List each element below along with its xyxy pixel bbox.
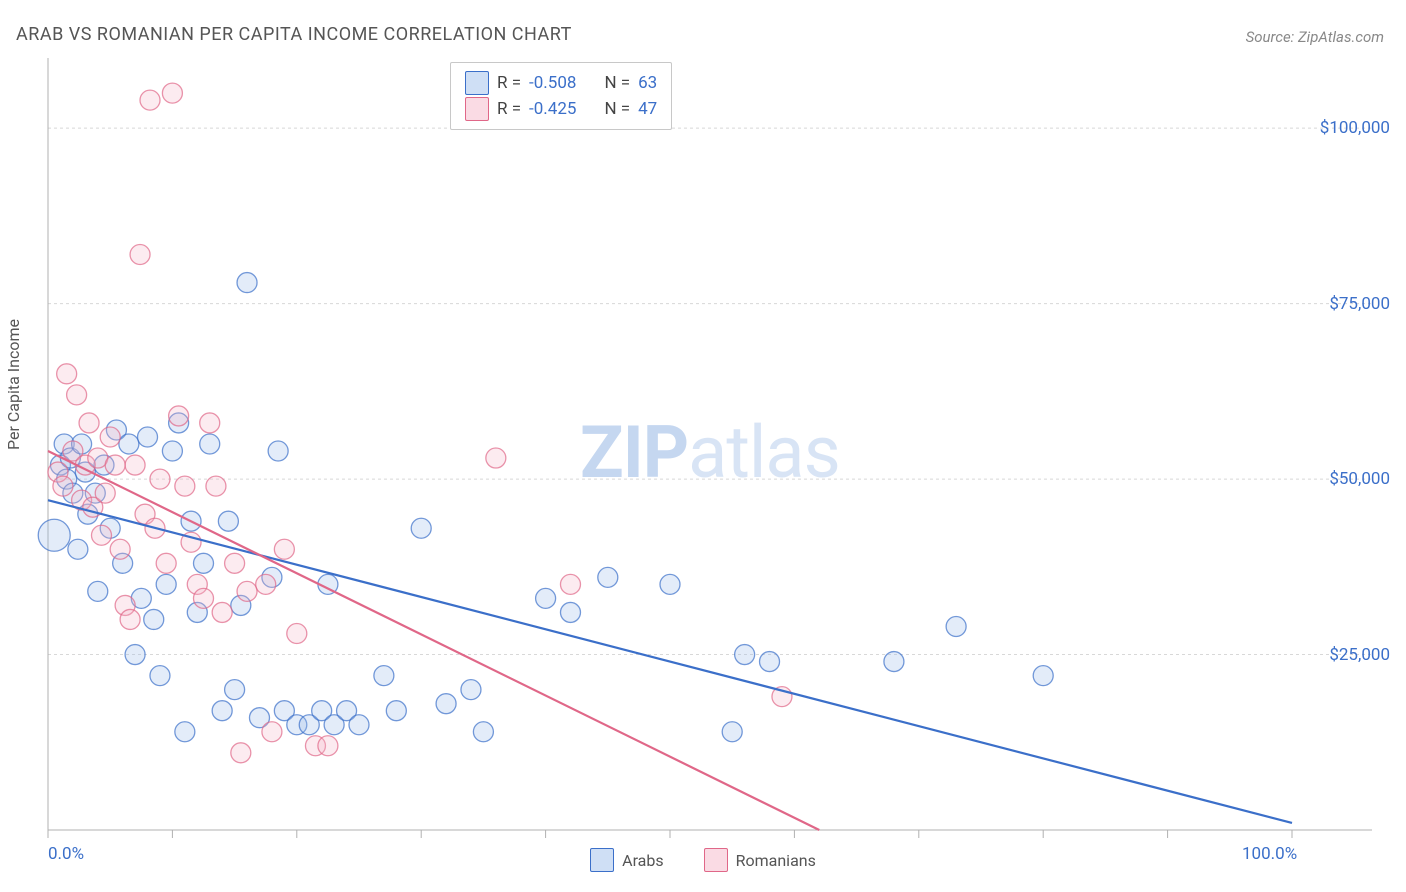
stat-r-label: R = [497, 99, 521, 119]
y-tick-label: $75,000 [1329, 294, 1390, 314]
legend-label-romanians: Romanians [736, 851, 816, 870]
legend-swatch-arabs-icon [590, 848, 614, 872]
stats-row-arabs: R = -0.508 N = 63 [465, 71, 657, 95]
stat-r-value-romanians: -0.425 [529, 99, 576, 119]
legend-item-romanians: Romanians [704, 848, 816, 872]
swatch-arabs-icon [465, 71, 489, 95]
y-tick-label: $50,000 [1329, 469, 1390, 489]
stat-n-label: N = [604, 73, 630, 93]
legend: Arabs Romanians [0, 848, 1406, 872]
stat-n-value-arabs: 63 [638, 73, 657, 93]
stat-r-label: R = [497, 73, 521, 93]
y-tick-label: $25,000 [1329, 645, 1390, 665]
y-tick-label: $100,000 [1320, 118, 1390, 138]
swatch-romanians-icon [465, 97, 489, 121]
legend-label-arabs: Arabs [622, 851, 664, 870]
stats-row-romanians: R = -0.425 N = 47 [465, 97, 657, 121]
stat-n-label: N = [604, 99, 630, 119]
stat-n-value-romanians: 47 [638, 99, 657, 119]
legend-swatch-romanians-icon [704, 848, 728, 872]
x-tick-label: 100.0% [1242, 844, 1297, 864]
scatter-plot [0, 0, 1406, 892]
x-tick-label: 0.0% [48, 844, 84, 864]
legend-item-arabs: Arabs [590, 848, 664, 872]
stat-r-value-arabs: -0.508 [529, 73, 576, 93]
correlation-stats-box: R = -0.508 N = 63 R = -0.425 N = 47 [450, 62, 672, 130]
